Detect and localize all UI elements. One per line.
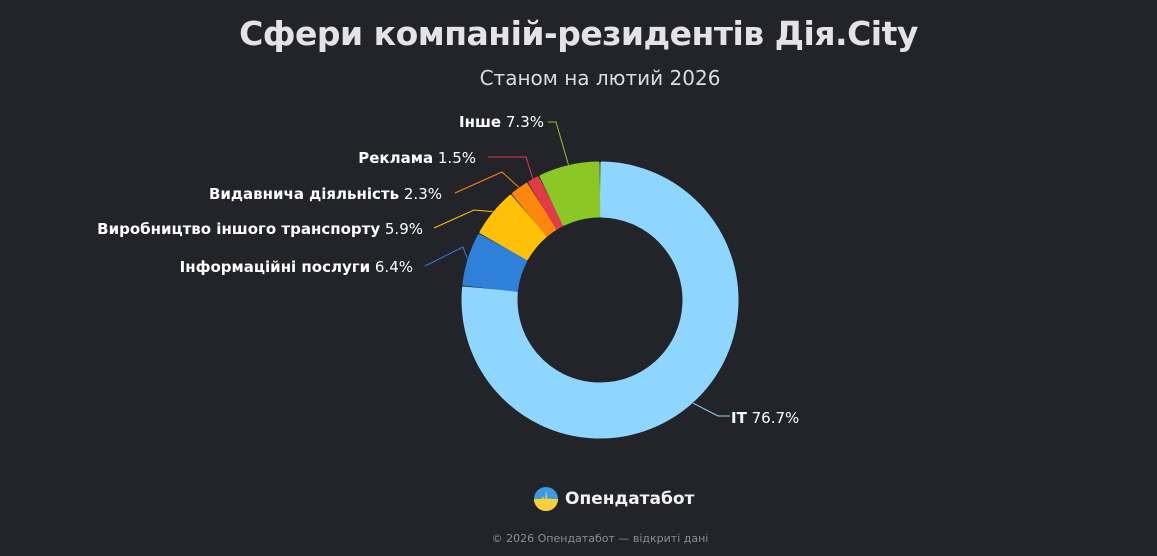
donut-slice[interactable]	[528, 176, 564, 230]
label-advertising: Реклама 1.5%	[358, 149, 476, 167]
leader-line	[488, 156, 534, 179]
label-info-services: Інформаційні послуги 6.4%	[180, 258, 413, 276]
label-publishing: Видавнича діяльність 2.3%	[209, 185, 442, 203]
leader-lines	[424, 121, 730, 417]
leader-line	[548, 121, 569, 165]
brand-logo[interactable]: Опендатабот	[533, 485, 694, 513]
label-transport: Виробництво іншого транспорту 5.9%	[97, 220, 423, 238]
leader-line	[433, 209, 493, 229]
chart-subtitle: Станом на лютий 2026	[479, 66, 721, 90]
donut-slice[interactable]	[539, 161, 601, 226]
leader-line	[454, 171, 520, 194]
donut-slice[interactable]	[461, 161, 739, 439]
donut-slice[interactable]	[512, 182, 557, 237]
leader-line	[692, 402, 730, 417]
leader-line	[424, 246, 468, 267]
chart-title: Сфери компаній-резидентів Дія.City	[239, 14, 918, 53]
opendatabot-logo-icon	[534, 487, 558, 511]
brand-name: Опендатабот	[565, 489, 695, 509]
label-other: Інше 7.3%	[459, 113, 544, 131]
footer-copyright: © 2026 Опендатабот — відкриті дані	[491, 532, 709, 545]
donut-slice[interactable]	[479, 194, 547, 260]
label-it: IT 76.7%	[731, 409, 799, 427]
donut-slices	[461, 161, 739, 439]
donut-slice[interactable]	[462, 234, 528, 292]
